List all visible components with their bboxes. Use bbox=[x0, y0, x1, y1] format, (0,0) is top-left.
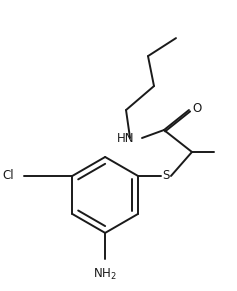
Text: O: O bbox=[192, 102, 202, 115]
Text: HN: HN bbox=[117, 132, 134, 145]
Text: Cl: Cl bbox=[3, 169, 14, 182]
Text: NH$_2$: NH$_2$ bbox=[93, 267, 117, 282]
Text: S: S bbox=[162, 169, 170, 182]
